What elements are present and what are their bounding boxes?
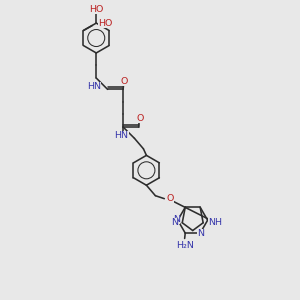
Text: O: O: [136, 114, 144, 123]
Text: NH: NH: [208, 218, 222, 227]
Text: N: N: [171, 218, 178, 227]
Text: O: O: [167, 194, 174, 202]
Text: HO: HO: [89, 5, 103, 14]
Text: O: O: [121, 76, 128, 85]
Text: N: N: [197, 229, 204, 238]
Text: HO: HO: [98, 19, 112, 28]
Text: HN: HN: [87, 82, 101, 91]
Text: HN: HN: [115, 131, 128, 140]
Text: H₂N: H₂N: [176, 241, 194, 250]
Text: N: N: [173, 215, 180, 224]
